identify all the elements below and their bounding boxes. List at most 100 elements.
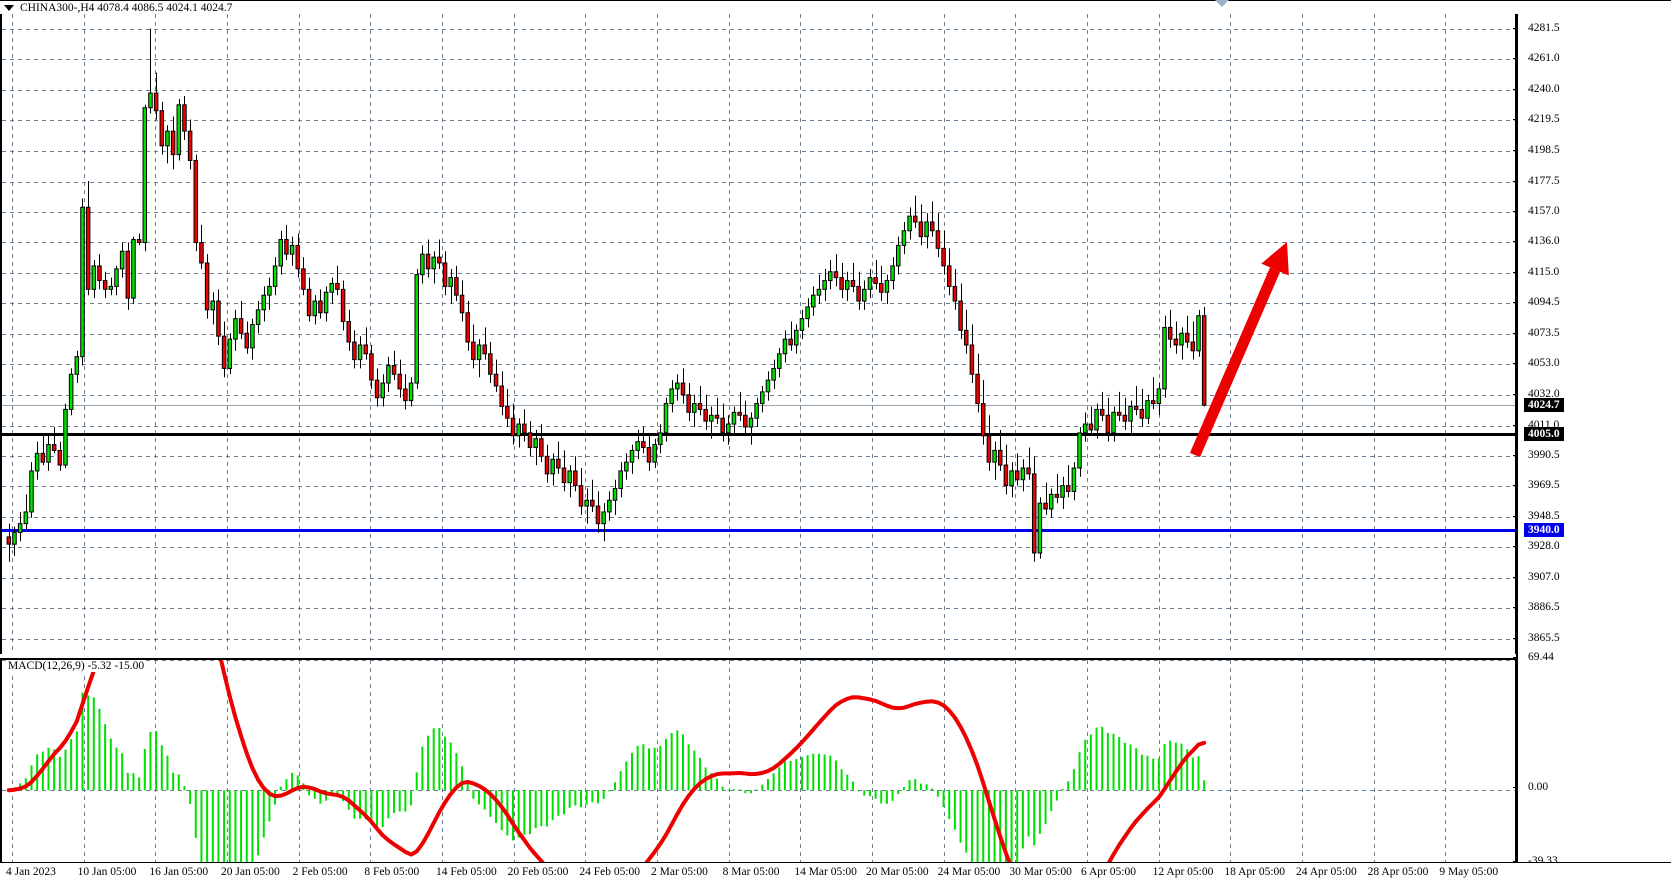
candlestick-canvas bbox=[2, 14, 1515, 654]
price-tick: 4198.5 bbox=[1513, 143, 1560, 156]
time-axis-scale[interactable]: 4 Jan 2023 10 Jan 05:00 16 Jan 05:00 20 Jan… bbox=[0, 862, 1671, 889]
price-tick: 3969.5 bbox=[1513, 479, 1560, 492]
time-axis-label: 14 Mar 05:00 bbox=[794, 866, 857, 878]
time-axis-label: 14 Feb 05:00 bbox=[436, 866, 497, 878]
chart-symbol-ohlc-label: CHINA300-,H4 4078.4 4086.5 4024.1 4024.7 bbox=[20, 2, 233, 14]
price-tick-label: 3928.0 bbox=[1528, 540, 1560, 553]
macd-indicator-label: MACD(12,26,9) -5.32 -15.00 bbox=[6, 660, 147, 672]
chart-symbol-header[interactable]: CHINA300-,H4 4078.4 4086.5 4024.1 4024.7 bbox=[4, 1, 232, 15]
price-tick: 4136.0 bbox=[1513, 235, 1560, 248]
time-axis-label: 8 Mar 05:00 bbox=[722, 866, 780, 878]
time-axis-label: 8 Feb 05:00 bbox=[364, 866, 420, 878]
price-tick-label: 4240.0 bbox=[1528, 83, 1560, 96]
price-tick: 4281.5 bbox=[1513, 22, 1560, 35]
price-tick: 3907.0 bbox=[1513, 570, 1560, 583]
time-axis-label: 24 Mar 05:00 bbox=[937, 866, 1001, 878]
time-axis-label: 6 Apr 05:00 bbox=[1081, 866, 1136, 878]
price-tick-highlighted: 3940.0 bbox=[1518, 522, 1564, 537]
price-tick: 4261.0 bbox=[1513, 52, 1560, 65]
tick-mark bbox=[1513, 787, 1518, 789]
price-tick: 4094.5 bbox=[1513, 296, 1560, 309]
price-tick-label: 4261.0 bbox=[1528, 52, 1560, 65]
time-axis-label: 18 Apr 05:00 bbox=[1224, 866, 1286, 878]
time-axis-label: 30 Mar 05:00 bbox=[1009, 866, 1072, 878]
price-axis-scale[interactable]: 4281.5 4261.0 4240.0 4219.5 4198.5 4177.5 4157… bbox=[1513, 14, 1671, 867]
tick-mark bbox=[1513, 241, 1518, 243]
time-axis-label: 9 May 05:00 bbox=[1439, 866, 1499, 878]
price-tick: 4115.0 bbox=[1513, 266, 1560, 279]
price-tick-label: 4198.5 bbox=[1528, 143, 1560, 156]
tick-mark bbox=[1513, 28, 1518, 30]
tick-mark bbox=[1513, 333, 1518, 334]
price-tick-label: 3865.5 bbox=[1528, 631, 1560, 644]
macd-indicator-pane[interactable] bbox=[0, 658, 1516, 862]
macd-tick-label: 0.00 bbox=[1528, 781, 1549, 794]
price-tick-highlighted: 4024.7 bbox=[1518, 398, 1564, 413]
price-tick-label: 3907.0 bbox=[1528, 570, 1560, 583]
tick-mark bbox=[1513, 424, 1518, 426]
price-tick-label: 4032.0 bbox=[1528, 387, 1560, 400]
price-tick-label: 3886.5 bbox=[1528, 600, 1560, 613]
scroll-handle-icon[interactable] bbox=[1215, 0, 1229, 7]
time-axis-label: 4 Jan 2023 bbox=[6, 866, 56, 878]
price-tick: 4053.0 bbox=[1513, 357, 1560, 370]
price-tick-label: 4053.0 bbox=[1528, 357, 1560, 370]
price-tick: 4032.0 bbox=[1513, 387, 1560, 400]
price-tick: 3948.5 bbox=[1513, 510, 1560, 523]
tick-mark bbox=[1513, 119, 1518, 121]
macd-tick-label: 69.44 bbox=[1528, 651, 1554, 663]
price-tick: 3865.5 bbox=[1513, 631, 1560, 644]
price-tick-label: 4136.0 bbox=[1528, 235, 1560, 248]
price-tick-label: 4094.5 bbox=[1528, 296, 1560, 309]
price-tick-label: 4281.5 bbox=[1528, 22, 1560, 35]
tick-mark bbox=[1513, 180, 1518, 182]
chevron-down-icon[interactable] bbox=[4, 5, 14, 11]
price-tick-label: 4005.0 bbox=[1524, 427, 1564, 442]
macd-tick: 69.44 bbox=[1513, 651, 1554, 663]
price-chart-pane[interactable] bbox=[0, 14, 1516, 654]
tick-mark bbox=[1513, 302, 1518, 304]
price-tick-label: 4115.0 bbox=[1528, 266, 1560, 279]
tick-mark bbox=[1513, 393, 1518, 395]
tick-mark bbox=[1513, 363, 1518, 365]
tick-mark bbox=[1513, 149, 1518, 151]
time-axis-label: 24 Apr 05:00 bbox=[1296, 866, 1357, 878]
time-axis-label: 20 Jan 05:00 bbox=[221, 866, 280, 878]
time-axis-label: 20 Mar 05:00 bbox=[866, 866, 929, 878]
time-axis-label: 28 Apr 05:00 bbox=[1367, 866, 1429, 878]
price-tick: 3928.0 bbox=[1513, 540, 1560, 553]
tick-mark bbox=[1513, 58, 1518, 60]
tick-mark bbox=[1513, 576, 1518, 578]
price-tick-label: 3969.5 bbox=[1528, 479, 1560, 492]
tick-mark bbox=[1513, 210, 1518, 212]
time-axis-label: 2 Feb 05:00 bbox=[292, 866, 348, 878]
tick-mark bbox=[1513, 861, 1518, 862]
price-tick-label: 3948.5 bbox=[1528, 510, 1560, 523]
time-axis-label: 24 Feb 05:00 bbox=[579, 866, 641, 878]
time-axis-label: 10 Jan 05:00 bbox=[77, 866, 137, 878]
price-tick: 4073.5 bbox=[1513, 327, 1560, 339]
price-tick-label: 4073.5 bbox=[1528, 327, 1560, 339]
price-tick: 3990.5 bbox=[1513, 448, 1560, 461]
time-axis-label: 16 Jan 05:00 bbox=[149, 866, 209, 878]
price-tick-label: 4024.7 bbox=[1524, 398, 1564, 413]
tick-mark bbox=[1513, 272, 1518, 274]
price-tick: 4219.5 bbox=[1513, 113, 1560, 126]
price-tick: 4240.0 bbox=[1513, 83, 1560, 96]
time-axis-label: 2 Mar 05:00 bbox=[651, 866, 708, 878]
price-tick-label: 4157.0 bbox=[1528, 204, 1560, 217]
tick-mark bbox=[1513, 546, 1518, 548]
tick-mark bbox=[1513, 89, 1518, 91]
price-tick: 3886.5 bbox=[1513, 600, 1560, 613]
tick-mark bbox=[1513, 657, 1518, 658]
macd-tick: 0.00 bbox=[1513, 781, 1549, 794]
price-tick-label: 3990.5 bbox=[1528, 448, 1560, 461]
price-tick-label: 4219.5 bbox=[1528, 113, 1560, 126]
tick-mark bbox=[1513, 516, 1518, 518]
tick-mark bbox=[1513, 606, 1518, 608]
price-tick: 4177.5 bbox=[1513, 175, 1560, 187]
tick-mark bbox=[1513, 637, 1518, 639]
tick-mark bbox=[1513, 485, 1518, 487]
